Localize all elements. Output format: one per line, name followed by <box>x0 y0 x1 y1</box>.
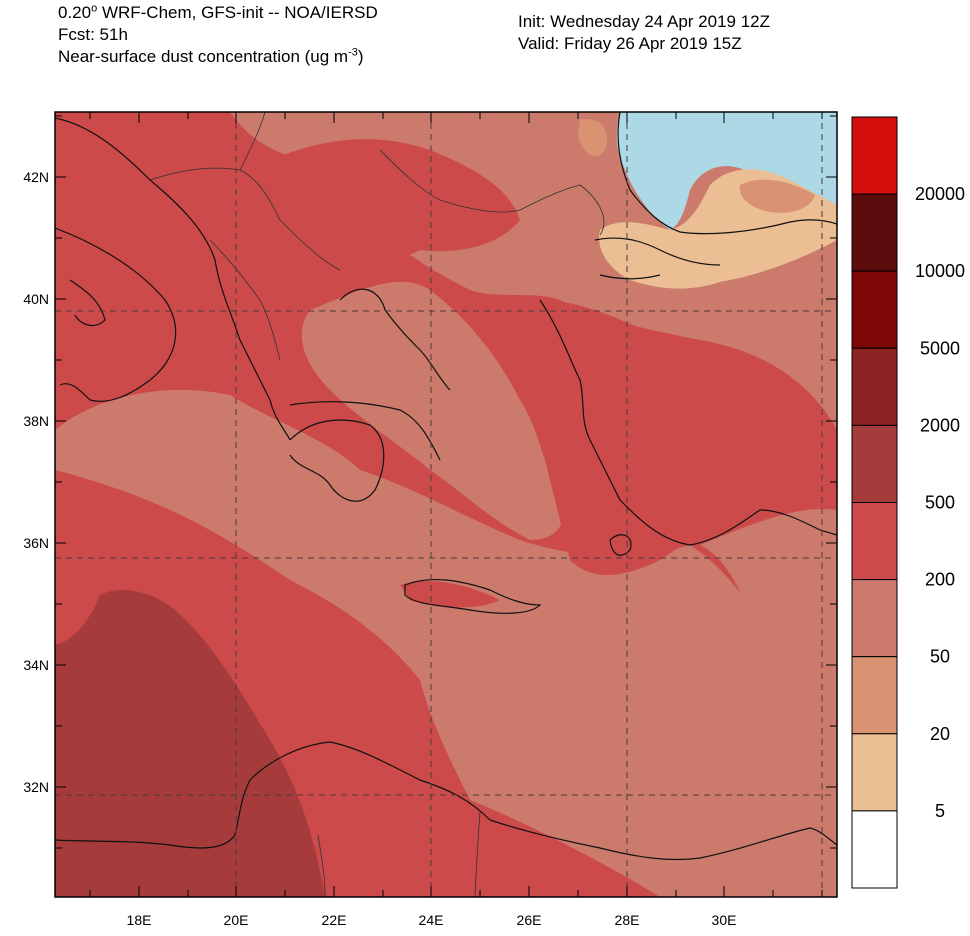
colorbar-label: 20 <box>930 724 950 744</box>
colorbar-swatch <box>851 579 898 658</box>
colorbar-label: 2000 <box>920 415 960 435</box>
longitude-labels: 18E 20E 22E 24E 26E 28E 30E <box>127 912 737 928</box>
colorbar-label: 5 <box>935 801 945 821</box>
dust-band-200-500-crete <box>400 580 500 608</box>
colorbar-label: 5000 <box>920 338 960 358</box>
dust-band-500-2000 <box>55 590 325 897</box>
latitude-labels: 42N 40N 38N 36N 34N 32N <box>23 169 49 795</box>
dust-band-200-500-balkans <box>264 139 520 271</box>
colorbar-swatch <box>851 424 898 503</box>
lon-label-18e: 18E <box>127 912 152 928</box>
valid-time: Valid: Friday 26 Apr 2019 15Z <box>518 34 742 53</box>
lon-label-30e: 30E <box>712 912 737 928</box>
lat-label-42n: 42N <box>23 169 49 185</box>
colorbar-swatch <box>851 193 898 272</box>
variable-title: Near-surface dust concentration (ug m-3) <box>58 46 364 66</box>
colorbar-label: 500 <box>925 493 955 513</box>
dust-band-200-500-anatolia <box>528 300 822 575</box>
colorbar-swatch <box>851 810 898 889</box>
time-info-block: Init: Wednesday 24 Apr 2019 12Z Valid: F… <box>518 11 770 55</box>
dust-band-50-200-levant <box>700 509 837 740</box>
coastlines <box>55 112 837 861</box>
lat-label-36n: 36N <box>23 535 49 551</box>
lon-label-22e: 22E <box>322 912 347 928</box>
colorbar-swatch <box>851 656 898 735</box>
lat-label-32n: 32N <box>23 779 49 795</box>
country-borders <box>149 112 605 897</box>
colorbar-swatch <box>851 116 898 195</box>
model-title: 0.20o WRF-Chem, GFS-init -- NOA/IERSD <box>58 2 378 22</box>
map-title-block: 0.20o WRF-Chem, GFS-init -- NOA/IERSD Fc… <box>58 2 378 68</box>
colorbar-swatch <box>851 502 898 581</box>
colorbar: 20000 10000 5000 2000 500 200 50 20 5 <box>851 116 965 889</box>
map-frame <box>54 111 838 898</box>
graticule <box>55 112 837 897</box>
colorbar-swatch <box>851 733 898 812</box>
colorbar-swatch <box>851 270 898 349</box>
init-time: Init: Wednesday 24 Apr 2019 12Z <box>518 12 771 31</box>
dust-field <box>55 112 837 897</box>
lon-label-20e: 20E <box>224 912 249 928</box>
dust-band-50-200-aegean <box>301 281 564 540</box>
lat-label-40n: 40N <box>23 291 49 307</box>
lon-label-28e: 28E <box>615 912 640 928</box>
colorbar-swatch <box>851 347 898 426</box>
lat-label-34n: 34N <box>23 657 49 673</box>
colorbar-label: 50 <box>930 647 950 667</box>
dust-band-20-50-north <box>578 119 608 157</box>
dust-band-50-200-south <box>55 389 837 897</box>
lat-label-38n: 38N <box>23 413 49 429</box>
colorbar-label: 20000 <box>915 184 965 204</box>
black-sea <box>616 112 837 230</box>
colorbar-label: 10000 <box>915 261 965 281</box>
lon-label-26e: 26E <box>517 912 542 928</box>
dust-band-50-200-ionian <box>100 444 150 474</box>
colorbar-label: 200 <box>925 570 955 590</box>
axis-ticks <box>55 112 837 897</box>
lon-label-24e: 24E <box>419 912 444 928</box>
forecast-hour: Fcst: 51h <box>58 25 128 44</box>
dust-band-20-50 <box>739 179 815 213</box>
